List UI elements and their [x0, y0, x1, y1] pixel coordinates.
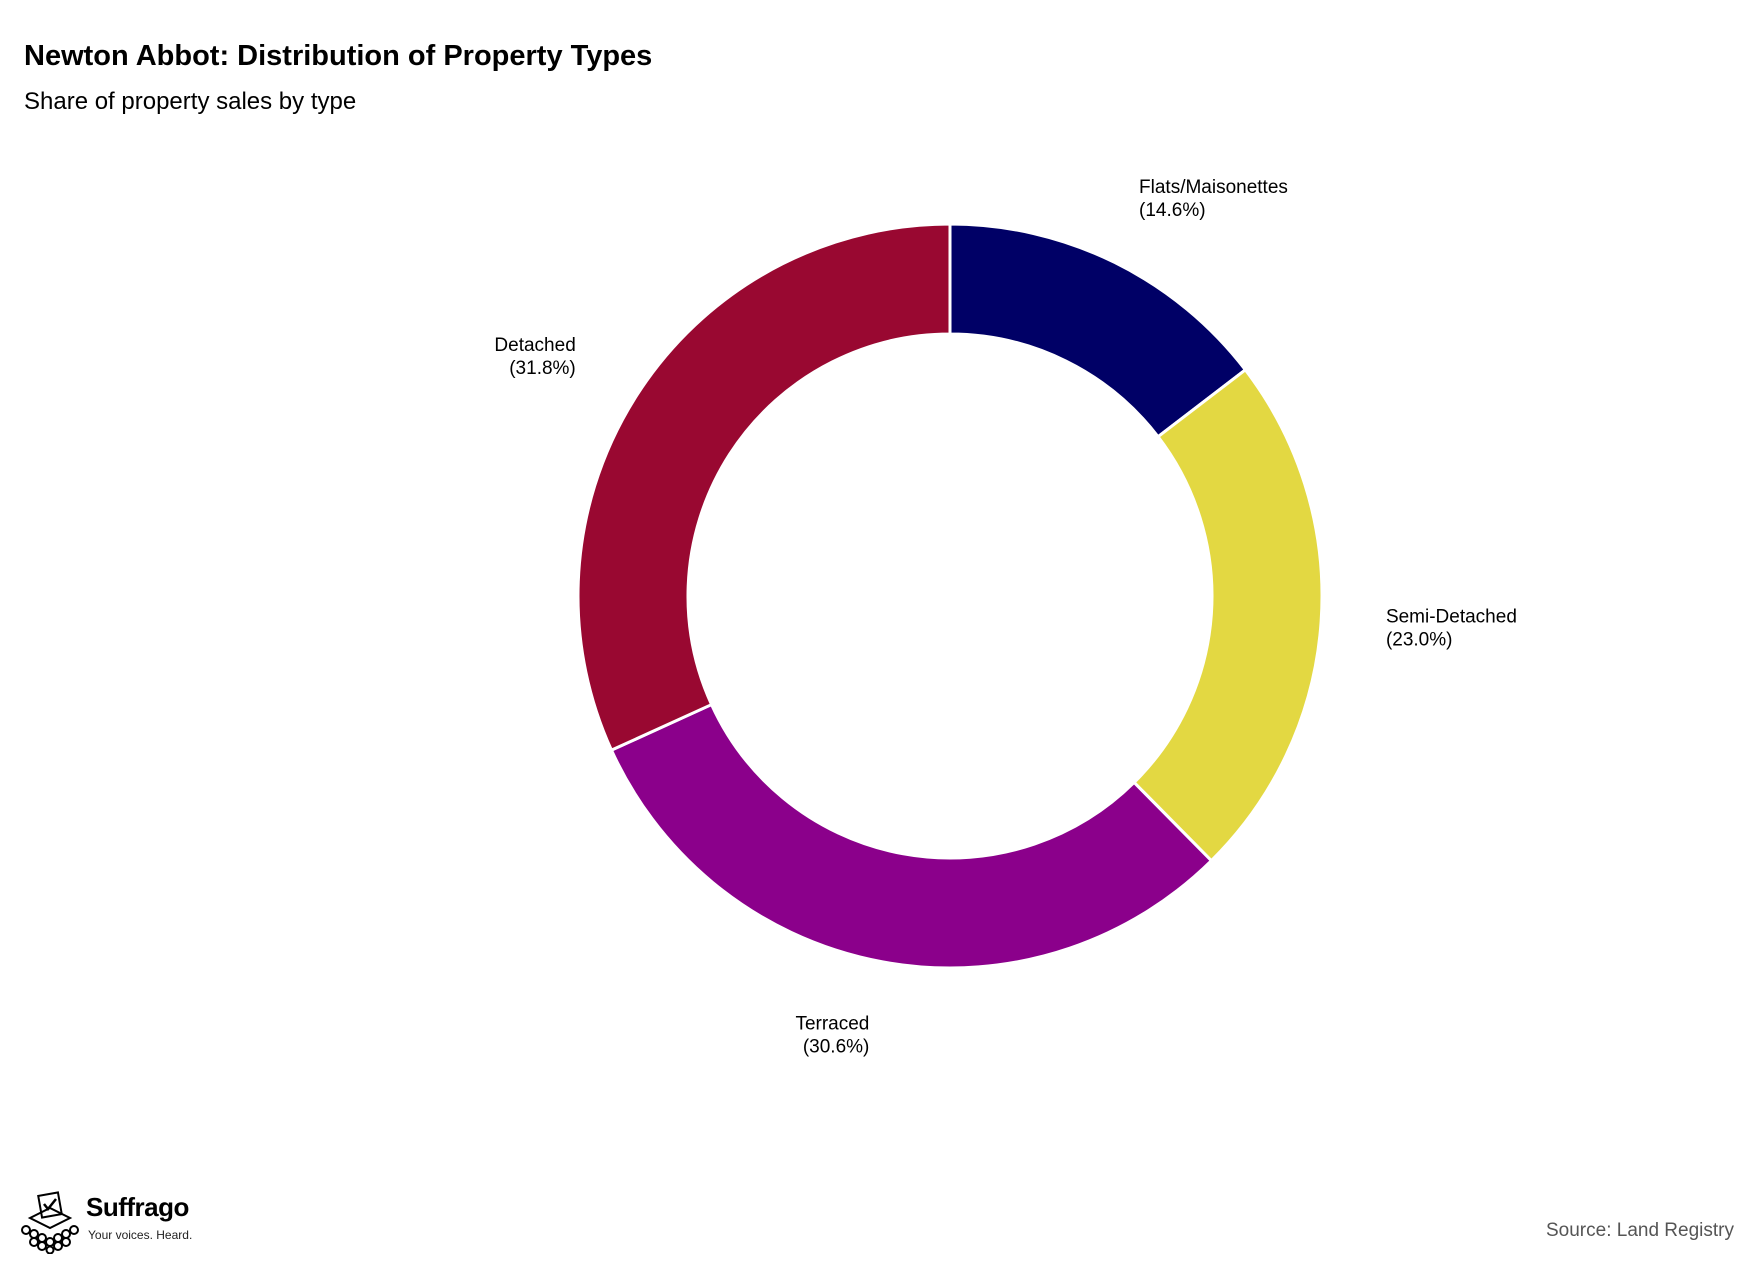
ballot-box-icon — [21, 1191, 79, 1254]
slice-label-value: (30.6%) — [803, 1037, 870, 1058]
chart-title: Newton Abbot: Distribution of Property T… — [24, 40, 653, 72]
donut-slice-detached — [576, 222, 952, 753]
slice-label-value: (23.0%) — [1386, 630, 1453, 651]
source-note: Source: Land Registry — [1546, 1220, 1734, 1241]
chart-subtitle: Share of property sales by type — [24, 88, 357, 115]
logo-tagline: Your voices. Heard. — [88, 1228, 193, 1242]
slice-label-name: Flats/Maisonettes — [1139, 177, 1288, 198]
donut-slice-terraced — [609, 702, 1214, 970]
suffrago-logo: Suffrago Your voices. Heard. — [16, 1190, 206, 1254]
slice-label-name: Detached — [494, 335, 575, 356]
donut-slice-semi-detached — [1131, 367, 1324, 863]
slice-label-value: (31.8%) — [509, 358, 576, 379]
slice-label-name: Terraced — [795, 1014, 869, 1035]
logo-name: Suffrago — [86, 1192, 189, 1222]
slice-label-value: (14.6%) — [1139, 200, 1206, 221]
slice-label-name: Semi-Detached — [1386, 607, 1517, 628]
